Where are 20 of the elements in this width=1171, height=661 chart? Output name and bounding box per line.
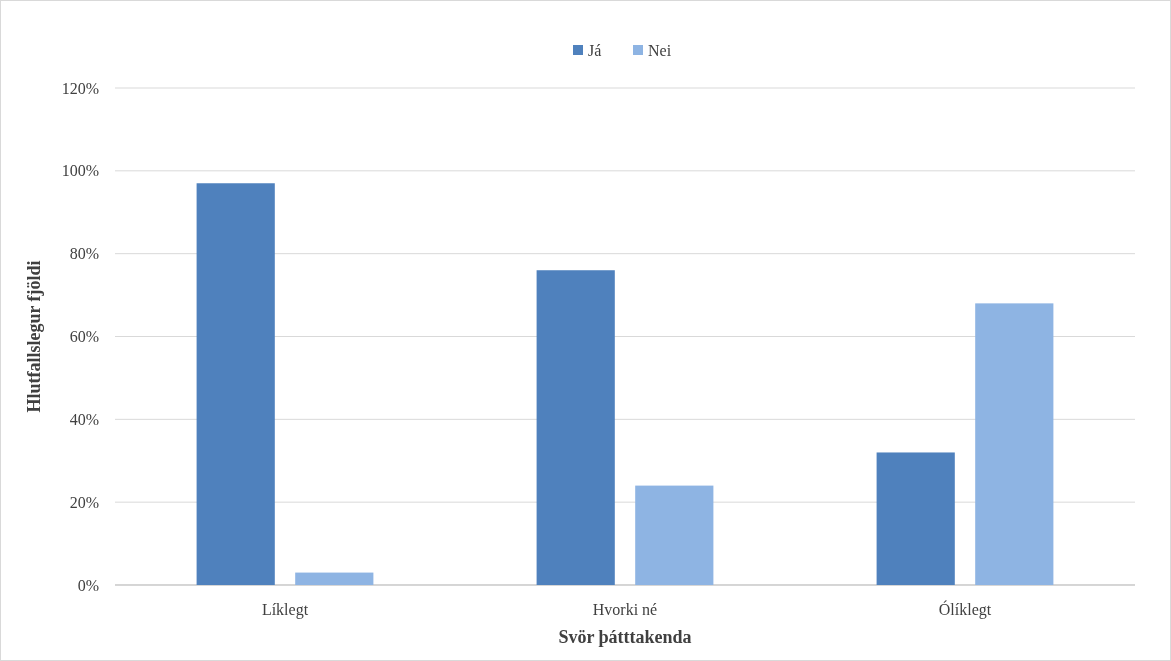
y-tick-label: 60% — [69, 328, 99, 346]
bar — [536, 270, 615, 585]
y-tick-label: 20% — [69, 493, 99, 511]
x-tick-label: Ólíklegt — [938, 600, 992, 619]
y-axis-title: Hlutfallslegur fjöldi — [24, 260, 44, 413]
y-tick-label: 40% — [69, 410, 99, 428]
bar — [876, 452, 955, 585]
bar — [635, 485, 714, 585]
y-tick-label: 0% — [77, 576, 99, 594]
legend-label: Já — [588, 41, 602, 59]
legend-label: Nei — [648, 41, 672, 59]
y-tick-label: 100% — [61, 162, 99, 180]
y-tick-label: 120% — [61, 79, 99, 97]
bar — [196, 183, 275, 585]
x-tick-label: Hvorki né — [592, 601, 658, 618]
bar — [975, 303, 1054, 585]
y-tick-label: 80% — [69, 245, 99, 263]
x-tick-label: Líklegt — [261, 601, 309, 619]
bar — [295, 572, 374, 585]
x-axis-title: Svör þátttakenda — [558, 627, 692, 647]
